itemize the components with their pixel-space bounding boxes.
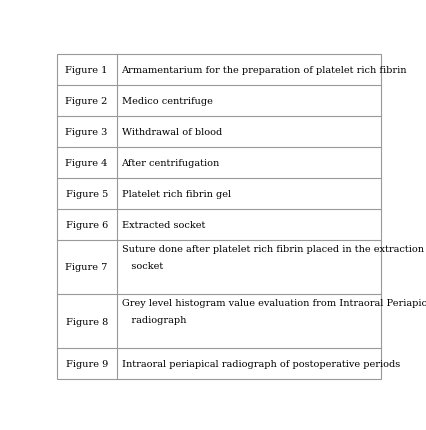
Text: Armamentarium for the preparation of platelet rich fibrin: Armamentarium for the preparation of pla… xyxy=(121,66,406,75)
Text: Figure 4: Figure 4 xyxy=(65,159,108,168)
Text: Extracted socket: Extracted socket xyxy=(121,221,204,229)
Text: Suture done after platelet rich fibrin placed in the extraction
   socket: Suture done after platelet rich fibrin p… xyxy=(121,244,423,270)
Text: Figure 1: Figure 1 xyxy=(65,66,108,75)
Text: Figure 8: Figure 8 xyxy=(66,317,107,326)
Text: Figure 2: Figure 2 xyxy=(65,97,108,106)
Text: Platelet rich fibrin gel: Platelet rich fibrin gel xyxy=(121,190,230,199)
Text: Figure 3: Figure 3 xyxy=(65,128,108,137)
Text: Figure 9: Figure 9 xyxy=(66,359,107,369)
Text: Intraoral periapical radiograph of postoperative periods: Intraoral periapical radiograph of posto… xyxy=(121,359,399,369)
Text: Figure 6: Figure 6 xyxy=(66,221,107,229)
Text: Grey level histogram value evaluation from Intraoral Periapical
   radiograph: Grey level histogram value evaluation fr… xyxy=(121,298,426,325)
Text: Withdrawal of blood: Withdrawal of blood xyxy=(121,128,221,137)
Text: Figure 5: Figure 5 xyxy=(66,190,107,199)
Text: Figure 7: Figure 7 xyxy=(65,263,108,272)
Text: Medico centrifuge: Medico centrifuge xyxy=(121,97,212,106)
Text: After centrifugation: After centrifugation xyxy=(121,159,219,168)
